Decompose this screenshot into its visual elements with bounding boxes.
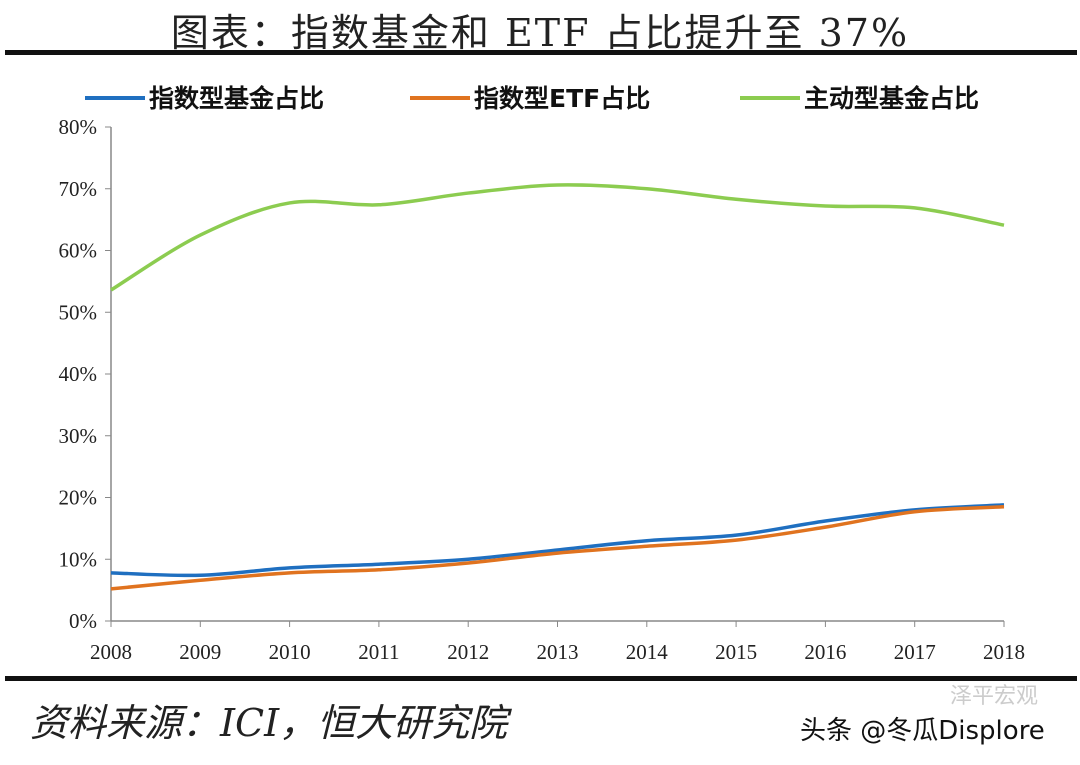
x-tick-label: 2009 [179,640,221,664]
series-line-2 [110,505,1005,591]
y-tick-label: 60% [59,239,98,263]
y-tick-label: 70% [59,177,98,201]
x-tick-label: 2008 [90,640,132,664]
x-tick-label: 2012 [447,640,489,664]
bottom-divider [5,676,1077,681]
chart-title: 图表：指数基金和 ETF 占比提升至 37% [170,11,910,55]
x-tick-label: 2016 [804,640,846,664]
series-line-1 [110,503,1005,578]
watermark: 头条 @冬瓜Displore [800,716,1045,746]
x-tick-label: 2014 [626,640,669,664]
legend-label: 主动型基金占比 [804,84,979,113]
series-line-3 [110,183,1005,292]
x-tick-label: 2011 [358,640,399,664]
y-tick-label: 40% [59,362,98,386]
source-note: 资料来源：ICI，恒大研究院 [30,701,508,745]
y-tick-label: 50% [59,300,98,324]
watermark-faint: 泽平宏观 [950,684,1039,709]
x-tick-label: 2018 [983,640,1025,664]
legend-label: 指数型ETF占比 [474,84,650,113]
y-tick-label: 80% [59,115,98,139]
y-tick-label: 0% [69,609,97,633]
y-tick-label: 30% [59,424,98,448]
line-chart: 0% 10% 20% 30% 40% 50% 60% 70% 80% 2008 2009 2010 20… [59,84,1026,664]
x-tick-label: 2010 [269,640,311,664]
x-tick-label: 2017 [894,640,936,664]
y-tick-label: 10% [59,547,98,571]
x-tick-label: 2015 [715,640,757,664]
y-tick-label: 20% [59,486,98,510]
top-divider [5,50,1077,55]
x-tick-label: 2013 [537,640,579,664]
legend-label: 指数型基金占比 [149,84,324,113]
